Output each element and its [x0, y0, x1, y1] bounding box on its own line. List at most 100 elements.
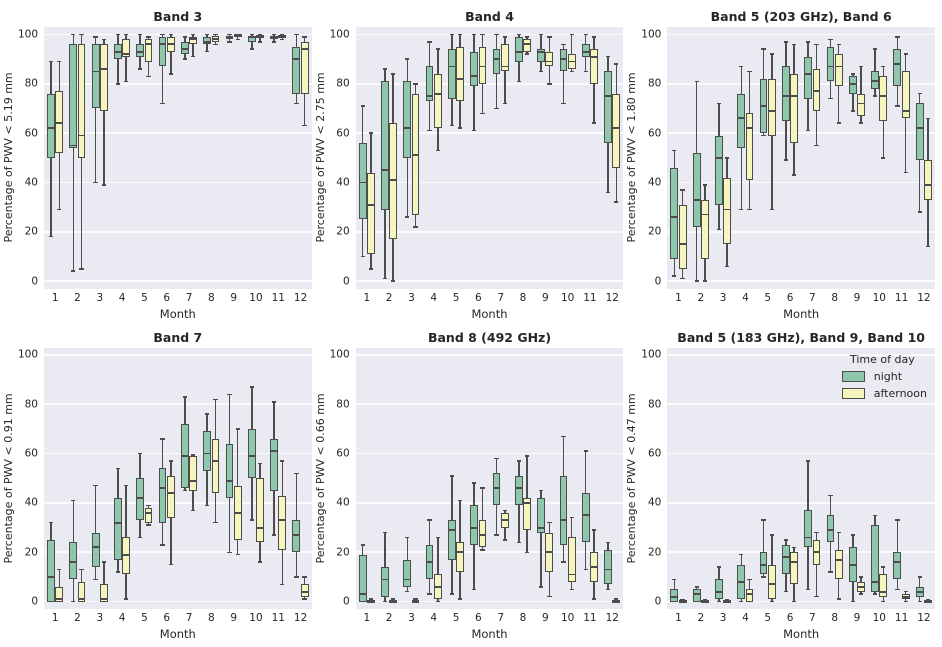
- y-tick-label: 0: [31, 274, 38, 287]
- box-night-m5: [448, 520, 456, 560]
- x-tick-label: 11: [583, 612, 597, 624]
- y-tick-label: 20: [336, 546, 350, 559]
- whisker-cap-high-night-m1: [48, 521, 54, 524]
- median-afternoon-m1: [55, 598, 64, 601]
- x-axis-label: Month: [783, 306, 820, 321]
- box-night-m7: [804, 56, 813, 99]
- whisker-afternoon-m9: [236, 34, 239, 40]
- gridline: [44, 502, 312, 504]
- whisker-cap-high-afternoon-m12: [302, 36, 307, 38]
- whisker-cap-high-night-m7: [494, 33, 499, 36]
- x-tick-label: 9: [541, 291, 549, 304]
- gridline: [44, 452, 312, 455]
- whisker-night-m6: [161, 34, 164, 104]
- median-afternoon-m8: [211, 38, 220, 41]
- whisker-cap-high-afternoon-m10: [257, 462, 263, 465]
- median-afternoon-m2: [77, 134, 86, 137]
- box-afternoon-m12: [924, 160, 932, 200]
- whisker-cap-low-afternoon-m6: [480, 549, 485, 551]
- y-tick-labels: 0 20 40 60 80 100: [17, 348, 44, 610]
- median-night-m12: [604, 95, 612, 97]
- box-afternoon-m7: [812, 68, 821, 111]
- gridline: [44, 354, 312, 356]
- median-night-m1: [47, 576, 55, 578]
- whisker-cap-low-night-m12: [294, 576, 299, 578]
- median-night-m8: [826, 65, 835, 68]
- whisker-cap-high-afternoon-m9: [235, 428, 240, 430]
- median-night-m5: [759, 105, 768, 107]
- whisker-cap-low-afternoon-m5: [769, 600, 774, 603]
- whisker-cap-high-afternoon-m7: [814, 531, 819, 534]
- box-night-m10: [559, 475, 568, 545]
- whisker-cap-low-afternoon-m10: [569, 588, 574, 591]
- box-night-m5: [136, 44, 145, 57]
- y-axis-label: Percentage of PWV < 0.47 mm: [625, 393, 639, 564]
- whisker-cap-low-night-m11: [583, 568, 588, 571]
- y-tick-label: 40: [647, 176, 662, 189]
- x-tick-label: 1: [675, 612, 682, 624]
- whisker-cap-high-night-m8: [828, 494, 833, 497]
- box-night-m2: [69, 44, 78, 148]
- box-afternoon-m5: [767, 564, 776, 600]
- box-afternoon-m3: [99, 584, 108, 602]
- legend: Time of day night afternoon: [841, 353, 927, 400]
- box-night-m8: [203, 431, 212, 471]
- whisker-cap-high-night-m9: [538, 489, 544, 492]
- whisker-cap-high-night-m8: [516, 33, 521, 36]
- median-night-m1: [358, 181, 367, 184]
- whisker-cap-high-afternoon-m4: [124, 484, 129, 487]
- whisker-cap-high-night-m4: [739, 65, 744, 68]
- median-afternoon-m11: [590, 55, 598, 58]
- x-tick-label: 12: [917, 291, 931, 304]
- y-tick-labels: 0 20 40 60 80 100: [329, 348, 356, 610]
- whisker-cap-high-afternoon-m5: [458, 33, 463, 36]
- median-night-m9: [537, 526, 546, 529]
- panel-title: Band 7: [153, 329, 203, 345]
- box-night-m9: [537, 498, 546, 533]
- whisker-cap-low-afternoon-m4: [435, 149, 440, 152]
- whisker-cap-high-night-m7: [806, 41, 811, 43]
- x-tick-label: 12: [293, 291, 308, 304]
- median-night-m6: [781, 556, 790, 559]
- whisker-cap-high-night-m4: [427, 41, 432, 43]
- median-afternoon-m12: [924, 184, 932, 186]
- whisker-cap-high-night-m12: [605, 541, 611, 544]
- x-tick-label: 8: [208, 291, 215, 304]
- whisker-cap-high-afternoon-m11: [903, 53, 908, 55]
- y-tick-label: 40: [336, 176, 350, 189]
- x-tick-labels: 1 2 3 4 5 6 7 8 9 10 11 12: [356, 609, 624, 626]
- whisker-cap-low-night-m4: [115, 83, 121, 85]
- whisker-cap-low-afternoon-m10: [257, 561, 263, 563]
- whisker-cap-high-afternoon-m10: [881, 65, 886, 68]
- y-tick-label: 100: [641, 28, 662, 41]
- x-tick-label: 8: [831, 612, 839, 624]
- median-night-m7: [804, 72, 813, 75]
- x-tick-label: 6: [475, 291, 482, 304]
- x-tick-label: 9: [853, 291, 861, 304]
- x-tick-label: 6: [475, 612, 482, 624]
- whisker-cap-low-night-m12: [605, 191, 611, 194]
- box-night-m11: [270, 438, 278, 491]
- legend-label: afternoon: [873, 386, 927, 400]
- box-night-m12: [604, 549, 612, 585]
- x-tick-label: 1: [675, 291, 682, 304]
- whisker-cap-low-afternoon-m11: [903, 171, 908, 174]
- box-afternoon-m4: [745, 113, 754, 180]
- whisker-cap-low-afternoon-m2: [79, 268, 84, 270]
- box-night-m11: [581, 44, 590, 57]
- whisker-afternoon-m7: [192, 34, 194, 57]
- median-afternoon-m4: [122, 553, 131, 556]
- median-night-m5: [448, 529, 456, 531]
- y-tick-label: 0: [342, 595, 350, 608]
- whisker-cap-high-night-m10: [561, 435, 566, 438]
- median-afternoon-m4: [745, 593, 754, 596]
- median-night-m4: [737, 117, 746, 120]
- whisker-cap-high-night-m7: [182, 396, 187, 398]
- plot-area: [355, 27, 624, 289]
- whisker-cap-high-night-m7: [494, 457, 499, 460]
- gridline: [44, 551, 312, 554]
- whisker-night-m4: [117, 34, 119, 84]
- whisker-cap-low-afternoon-m10: [257, 41, 263, 43]
- y-tick-labels: 0 20 40 60 80 100: [640, 27, 667, 289]
- whisker-cap-low-night-m10: [561, 102, 566, 105]
